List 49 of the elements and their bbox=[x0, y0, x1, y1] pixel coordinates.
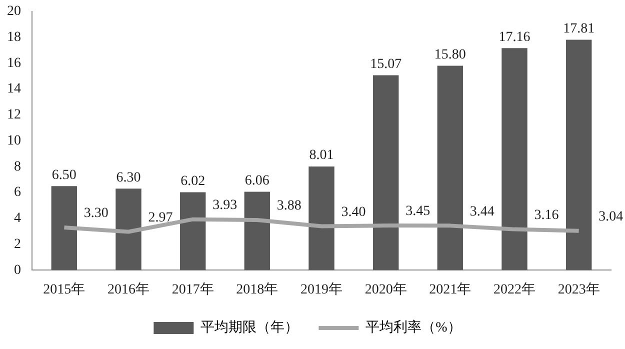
bar bbox=[51, 186, 78, 270]
data-label: 6.30 bbox=[116, 170, 141, 186]
data-label: 3.04 bbox=[598, 210, 624, 225]
legend-label: 平均期限（年） bbox=[200, 320, 299, 336]
data-label: 6.06 bbox=[244, 173, 270, 188]
data-label: 3.93 bbox=[212, 198, 238, 214]
x-tick-label: 2018年 bbox=[236, 281, 278, 298]
legend-label: 平均利率（%） bbox=[366, 320, 462, 336]
y-tick-label: 6 bbox=[14, 185, 21, 200]
y-tick-label: 0 bbox=[14, 262, 21, 278]
y-tick-label: 10 bbox=[7, 133, 21, 148]
y-tick-label: 20 bbox=[7, 4, 21, 20]
y-tick-label: 8 bbox=[14, 159, 21, 174]
data-label: 15.07 bbox=[370, 56, 402, 72]
bar bbox=[502, 48, 528, 270]
x-tick-label: 2023年 bbox=[558, 281, 600, 298]
data-label: 3.88 bbox=[276, 198, 302, 214]
data-label: 3.45 bbox=[406, 204, 430, 220]
y-tick-label: 2 bbox=[14, 236, 21, 252]
bar bbox=[308, 166, 334, 270]
data-label: 6.02 bbox=[180, 174, 206, 189]
data-label: 3.30 bbox=[84, 206, 108, 222]
data-label: 3.44 bbox=[470, 204, 494, 220]
x-tick-label: 2021年 bbox=[429, 281, 472, 298]
bar bbox=[566, 40, 592, 270]
y-tick-label: 12 bbox=[7, 108, 21, 123]
x-tick-label: 2020年 bbox=[364, 281, 407, 298]
data-label: 3.16 bbox=[534, 208, 559, 223]
bar bbox=[437, 66, 464, 270]
x-tick-label: 2015年 bbox=[43, 281, 86, 298]
x-tick-label: 2022年 bbox=[494, 281, 536, 298]
data-label: 17.16 bbox=[498, 30, 530, 45]
data-label: 2.97 bbox=[148, 210, 173, 226]
y-tick-label: 16 bbox=[7, 56, 21, 71]
x-tick-label: 2019年 bbox=[300, 281, 342, 298]
y-tick-label: 4 bbox=[14, 211, 21, 226]
data-label: 3.40 bbox=[341, 204, 366, 220]
data-label: 17.81 bbox=[563, 21, 595, 36]
bar bbox=[180, 192, 206, 270]
bar bbox=[244, 192, 270, 270]
x-tick-label: 2016年 bbox=[108, 281, 150, 298]
data-label: 15.80 bbox=[434, 47, 466, 62]
bar bbox=[372, 75, 399, 270]
data-label: 8.01 bbox=[309, 148, 334, 164]
bar bbox=[116, 188, 142, 270]
data-label: 6.50 bbox=[52, 168, 76, 183]
y-tick-label: 18 bbox=[7, 30, 21, 45]
x-tick-label: 2017年 bbox=[172, 281, 214, 298]
y-tick-label: 14 bbox=[7, 82, 21, 97]
